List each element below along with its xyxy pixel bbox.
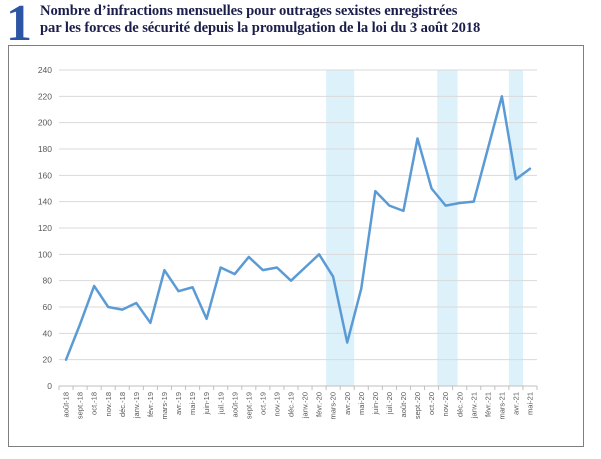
x-axis-label: avr.-20 — [343, 392, 352, 415]
x-axis-label: avr.-19 — [174, 392, 183, 415]
x-axis-label: mai-21 — [526, 392, 535, 415]
series-group — [64, 95, 532, 361]
x-axis-label: mars-20 — [329, 392, 338, 420]
figure-title-line1: Nombre d’infractions mensuelles pour out… — [40, 3, 458, 19]
chart-frame: 0 20 40 60 80 100 120 140 160 180 200 220 240 août-18… — [8, 45, 584, 447]
line-chart-svg: 0 20 40 60 80 100 120 140 160 180 200 220 240 août-18… — [38, 65, 538, 420]
x-axis-label: janv.-20 — [301, 392, 310, 419]
x-axis-label: mai-19 — [188, 392, 197, 415]
x-axis-label: juil.-19 — [216, 392, 225, 415]
gridlines-group — [59, 69, 537, 361]
data-series-line — [64, 95, 532, 361]
x-axis-label: janv.-19 — [132, 392, 141, 419]
x-axis-label: mai-20 — [357, 392, 366, 415]
x-axis-label: déc.-20 — [455, 392, 464, 417]
y-axis-label: 220 — [38, 91, 52, 101]
y-axis-label: 60 — [43, 302, 53, 312]
figure-title: Nombre d’infractions mensuelles pour out… — [40, 3, 480, 37]
y-axis-label: 160 — [38, 170, 52, 180]
y-axis-label: 180 — [38, 144, 52, 154]
x-axis-label: mars-21 — [497, 392, 506, 420]
x-axis-label: oct.-18 — [90, 392, 99, 415]
x-axis-label: mars-19 — [160, 392, 169, 420]
y-axis-label: 200 — [38, 118, 52, 128]
x-axis-label: sept.-18 — [76, 392, 85, 419]
y-axis-label: 100 — [38, 249, 52, 259]
y-axis-label: 80 — [43, 276, 53, 286]
axis-group — [58, 385, 538, 390]
x-axis-label: août-19 — [230, 392, 239, 417]
x-axis-label: août-18 — [62, 392, 71, 417]
x-axis-label: oct.-19 — [258, 392, 267, 415]
x-axis-label: févr.-21 — [483, 392, 492, 417]
y-axis-label: 20 — [43, 355, 53, 365]
x-axis-label: nov.-20 — [441, 392, 450, 416]
x-axis-label: févr.-19 — [146, 392, 155, 417]
y-axis-label: 120 — [38, 223, 52, 233]
x-axis-label: févr.-20 — [315, 392, 324, 417]
x-axis-label: nov.-18 — [104, 392, 113, 416]
x-axis-label: sept.-19 — [244, 392, 253, 419]
x-axis-label: sept.-20 — [413, 392, 422, 419]
x-axis-label: août-20 — [399, 392, 408, 417]
x-axis-label: déc.-19 — [287, 392, 296, 417]
y-axis-label: 240 — [38, 65, 52, 75]
x-axis-label: juin-19 — [202, 392, 211, 416]
figure-title-line2: par les forces de sécurité depuis la pro… — [40, 20, 481, 36]
y-axis-label: 0 — [47, 381, 52, 391]
y-axis-label: 140 — [38, 197, 52, 207]
x-axis-label: janv.-21 — [469, 392, 478, 419]
x-axis-label: nov.-19 — [273, 392, 282, 416]
x-axis-label: juin-20 — [371, 392, 380, 416]
axis-labels-group: 0 20 40 60 80 100 120 140 160 180 200 220 240 août-18… — [38, 65, 535, 420]
x-axis-label: avr.-21 — [512, 392, 521, 415]
y-axis-label: 40 — [43, 328, 53, 338]
x-axis-label: déc.-18 — [118, 392, 127, 417]
x-axis-label: juil.-20 — [385, 392, 394, 415]
x-axis-label: oct.-20 — [427, 392, 436, 415]
figure-number: 1 — [6, 0, 32, 52]
